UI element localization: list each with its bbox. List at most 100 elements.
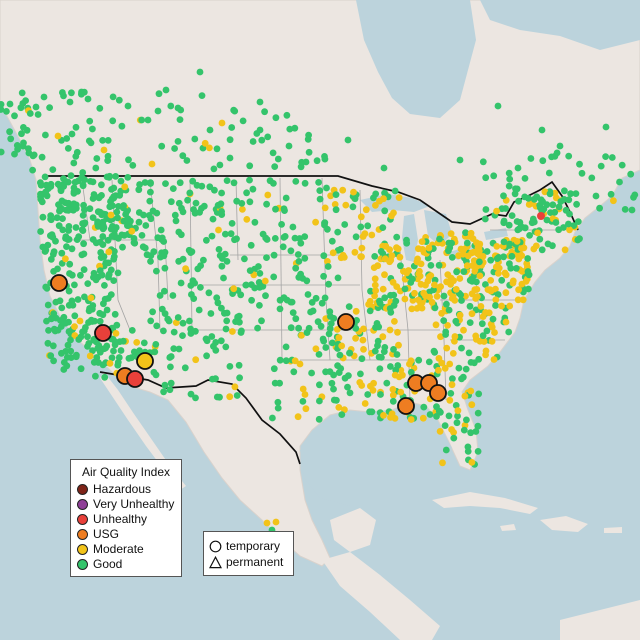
monitor-dot — [170, 328, 178, 336]
monitor-dot — [508, 252, 516, 260]
monitor-dot — [491, 329, 498, 336]
monitor-dot — [371, 253, 379, 260]
monitor-dot — [135, 218, 143, 226]
monitor-dot — [509, 279, 517, 287]
monitor-dot — [608, 154, 616, 161]
monitor-dot — [147, 215, 155, 223]
monitor-dot — [79, 220, 86, 227]
monitor-dot — [190, 295, 198, 302]
monitor-dot — [117, 347, 125, 354]
monitor-dot — [25, 149, 33, 157]
monitor-dot — [439, 459, 446, 467]
monitor-dot — [543, 216, 551, 224]
monitor-dot — [144, 116, 152, 124]
monitor-dot — [349, 203, 357, 211]
monitor-dot — [492, 302, 499, 309]
monitor-dot — [133, 339, 141, 346]
monitor-dot — [386, 326, 394, 334]
monitor-dot — [454, 407, 462, 414]
monitor-dot — [415, 356, 423, 364]
monitor-dot — [492, 296, 500, 304]
monitor-dot — [498, 276, 506, 284]
monitor-dot — [62, 348, 70, 355]
monitor-dot — [393, 233, 401, 241]
monitor-dot — [179, 332, 186, 339]
monitor-dot — [371, 292, 378, 300]
monitor-dot — [59, 215, 66, 223]
monitor-dot — [80, 240, 87, 248]
monitor-dot — [161, 264, 169, 272]
monitor-dot — [218, 189, 226, 197]
aqi-monitor-markers — [0, 68, 639, 534]
monitor-dot — [409, 297, 417, 304]
monitor-dot — [514, 296, 522, 304]
monitor-dot — [175, 199, 183, 207]
monitor-dot — [292, 264, 300, 272]
very-unhealthy-swatch-icon — [77, 498, 88, 510]
monitor-dot — [112, 173, 119, 180]
monitor-dot — [111, 310, 119, 318]
monitor-dot — [37, 181, 45, 189]
monitor-dot — [3, 108, 10, 115]
monitor-dot — [335, 369, 343, 376]
monitor-dot — [467, 359, 475, 366]
monitor-dot — [147, 258, 154, 265]
monitor-dot — [390, 302, 398, 309]
monitor-dot — [191, 135, 199, 143]
lake-ontario — [484, 228, 508, 240]
gulf-of-mexico — [300, 410, 452, 506]
monitor-dot — [477, 303, 485, 310]
monitor-dot — [302, 158, 310, 166]
monitor-dot — [326, 325, 334, 333]
legend-item-moderate: Moderate — [77, 542, 144, 556]
monitor-dot — [66, 270, 73, 277]
monitor-dot — [167, 102, 175, 110]
lake-huron — [424, 210, 452, 246]
monitor-dot — [481, 215, 489, 223]
monitor-dot — [493, 243, 501, 250]
monitor-dot — [26, 110, 34, 117]
monitor-dot — [588, 174, 596, 182]
monitor-dot — [196, 208, 204, 216]
monitor-dot — [115, 96, 123, 104]
monitor-dot — [371, 275, 379, 283]
monitor-dot — [556, 142, 564, 150]
monitor-dot — [41, 248, 49, 255]
monitor-dot — [337, 254, 345, 262]
monitor-dot — [107, 198, 114, 205]
monitor-dot — [330, 385, 337, 393]
monitor-dot — [67, 347, 75, 355]
monitor-dot — [445, 247, 452, 255]
monitor-dot — [357, 253, 365, 260]
legend-item-usg: USG — [77, 527, 119, 541]
monitor-dot — [22, 97, 29, 104]
monitor-dot — [432, 321, 440, 329]
monitor-dot — [62, 206, 70, 214]
monitor-dot — [155, 90, 163, 98]
monitor-dot — [218, 262, 226, 270]
monitor-dot — [472, 295, 480, 302]
monitor-dot — [351, 195, 359, 203]
monitor-dot — [327, 320, 335, 327]
monitor-dot — [450, 429, 457, 436]
monitor-dot — [79, 169, 87, 176]
monitor-dot — [192, 394, 199, 402]
monitor-dot — [171, 145, 179, 152]
monitor-dot — [234, 313, 242, 321]
monitor-dot — [39, 213, 47, 221]
monitor-dot — [325, 330, 333, 338]
monitor-dot — [498, 302, 505, 310]
monitor-dot — [335, 334, 343, 341]
monitor-dot — [364, 391, 372, 398]
monitor-dot — [493, 207, 500, 215]
monitor-dot — [301, 254, 309, 262]
monitor-dot — [295, 273, 303, 281]
monitor-dot — [216, 161, 224, 169]
monitor-dot — [627, 170, 635, 178]
monitor-dot — [283, 111, 291, 119]
monitor-dot — [140, 339, 148, 347]
monitor-dot — [538, 126, 546, 134]
monitor-dot — [370, 264, 378, 271]
monitor-dot — [602, 123, 610, 131]
monitor-dot — [454, 412, 461, 420]
